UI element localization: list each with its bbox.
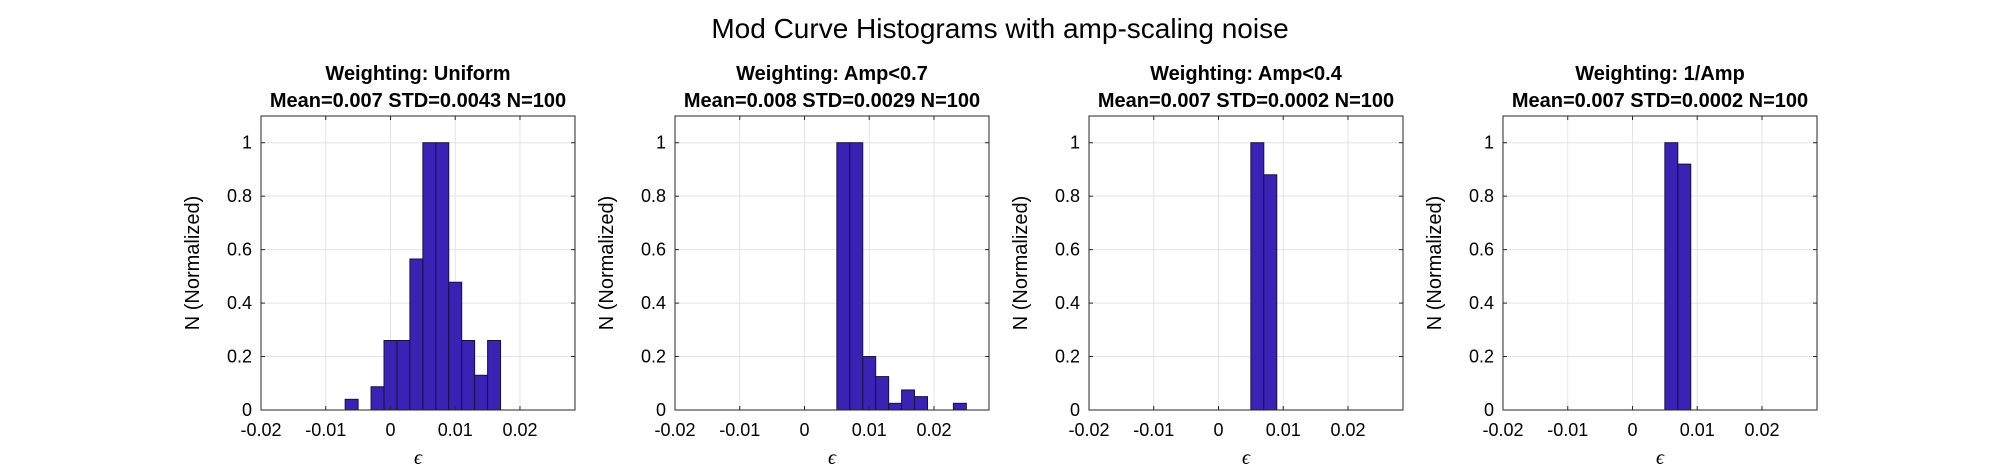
y-tick-label: 1 (1070, 133, 1080, 153)
x-tick-label: -0.02 (654, 420, 695, 440)
histogram-bar (862, 356, 877, 411)
histogram-panel: -0.02 -0.01 0 0.01 0.02 0 0.2 0.4 0.6 0.8 1 Weighti… (1424, 63, 1818, 469)
x-tick-label: 0.02 (1744, 420, 1779, 440)
x-tick-label: 0.02 (1330, 420, 1365, 440)
y-tick-label: 0.6 (1055, 240, 1080, 260)
histogram-bar (435, 142, 450, 411)
plot-area (1089, 116, 1403, 410)
x-tick-label: -0.01 (1547, 420, 1588, 440)
x-tick-label: 0 (1627, 420, 1637, 440)
histogram-bar (370, 386, 385, 411)
panel-subtitle: Mean=0.008 STD=0.0029 N=100 (684, 90, 980, 112)
panel-title: Weighting: Amp<0.7 (736, 63, 928, 85)
plot-area (1503, 116, 1817, 410)
y-tick-label: 0.2 (227, 347, 252, 367)
x-tick-label: 0 (1213, 420, 1223, 440)
y-axis-label: N (Normalized) (1424, 196, 1446, 330)
panel-subtitle: Mean=0.007 STD=0.0002 N=100 (1098, 90, 1394, 112)
y-tick-label: 0 (242, 400, 252, 420)
y-tick-label: 0.4 (227, 293, 252, 313)
y-tick-label: 0.8 (1055, 186, 1080, 206)
x-tick-label: -0.01 (1133, 420, 1174, 440)
histogram-panels: -0.02 -0.01 0 0.01 0.02 0 0.2 0.4 0.6 0.8 1 Weighti… (182, 63, 1818, 469)
y-tick-label: 0.2 (641, 347, 666, 367)
y-tick-label: 1 (656, 133, 666, 153)
histogram-bar (914, 396, 928, 411)
histogram-bar (461, 340, 476, 411)
histogram-bar (1250, 142, 1265, 411)
panel-subtitle: Mean=0.007 STD=0.0043 N=100 (270, 90, 566, 112)
y-tick-label: 0.6 (641, 240, 666, 260)
y-tick-label: 0.8 (1469, 186, 1494, 206)
histogram-bar (1664, 142, 1679, 411)
y-tick-label: 0.2 (1469, 347, 1494, 367)
x-axis-label: ϵ (828, 447, 837, 469)
x-tick-label: 0.02 (916, 420, 951, 440)
histogram-panel: -0.02 -0.01 0 0.01 0.02 0 0.2 0.4 0.6 0.8 1 Weighti… (1010, 63, 1404, 469)
panel-title: Weighting: Uniform (325, 63, 510, 85)
histogram-bar (396, 340, 411, 411)
axes-box (1088, 115, 1404, 411)
histogram-bar (888, 402, 903, 411)
x-tick-label: -0.01 (719, 420, 760, 440)
x-axis-label: ϵ (414, 447, 423, 469)
y-tick-label: 0.8 (641, 186, 666, 206)
y-tick-label: 0.2 (1055, 347, 1080, 367)
histogram-panel: -0.02 -0.01 0 0.01 0.02 0 0.2 0.4 0.6 0.8 1 Weighti… (182, 63, 576, 469)
histogram-bar (849, 142, 864, 411)
y-tick-label: 0 (656, 400, 666, 420)
y-axis-label: N (Normalized) (182, 196, 204, 330)
histogram-bar (836, 142, 851, 411)
histogram-bar (344, 398, 359, 411)
y-tick-label: 0 (1070, 400, 1080, 420)
y-tick-label: 0.6 (1469, 240, 1494, 260)
axes-box (1502, 115, 1818, 411)
x-tick-label: 0.01 (852, 420, 887, 440)
y-tick-label: 0.6 (227, 240, 252, 260)
panel-title: Weighting: Amp<0.4 (1150, 63, 1343, 85)
y-tick-label: 0.4 (641, 293, 666, 313)
histogram-bar (487, 340, 502, 411)
y-tick-label: 1 (242, 133, 252, 153)
x-axis-label: ϵ (1656, 447, 1665, 469)
histogram-bar (901, 389, 916, 411)
x-axis-label: ϵ (1242, 447, 1251, 469)
y-tick-label: 1 (1484, 133, 1494, 153)
histogram-bar (875, 376, 890, 411)
x-tick-label: 0.01 (438, 420, 473, 440)
y-axis-label: N (Normalized) (596, 196, 618, 330)
histogram-bar (474, 374, 489, 411)
y-tick-label: 0.4 (1055, 293, 1080, 313)
y-tick-label: 0.8 (227, 186, 252, 206)
x-tick-label: 0 (385, 420, 395, 440)
histogram-panel: -0.02 -0.01 0 0.01 0.02 0 0.2 0.4 0.6 0.8 1 Weighti… (596, 63, 990, 469)
histogram-bar (422, 142, 437, 411)
histogram-bar (952, 402, 967, 411)
figure-title: Mod Curve Histograms with amp-scaling no… (711, 13, 1288, 44)
x-tick-label: 0.01 (1266, 420, 1301, 440)
panel-subtitle: Mean=0.007 STD=0.0002 N=100 (1512, 90, 1808, 112)
histogram-bar (448, 281, 463, 411)
histogram-bar (383, 340, 398, 411)
axes-box (260, 115, 576, 411)
histogram-bar (409, 258, 424, 411)
y-tick-label: 0 (1484, 400, 1494, 420)
x-tick-label: -0.02 (240, 420, 281, 440)
x-tick-label: -0.01 (305, 420, 346, 440)
y-axis-label: N (Normalized) (1010, 196, 1032, 330)
x-tick-label: 0 (799, 420, 809, 440)
plot-area (675, 116, 989, 410)
histogram-bar (1263, 174, 1278, 411)
y-tick-label: 0.4 (1469, 293, 1494, 313)
panel-title: Weighting: 1/Amp (1575, 63, 1745, 85)
x-tick-label: -0.02 (1482, 420, 1523, 440)
axes-box (674, 115, 990, 411)
x-tick-label: 0.01 (1680, 420, 1715, 440)
histogram-bar (1677, 163, 1692, 411)
x-tick-label: -0.02 (1068, 420, 1109, 440)
x-tick-label: 0.02 (502, 420, 537, 440)
